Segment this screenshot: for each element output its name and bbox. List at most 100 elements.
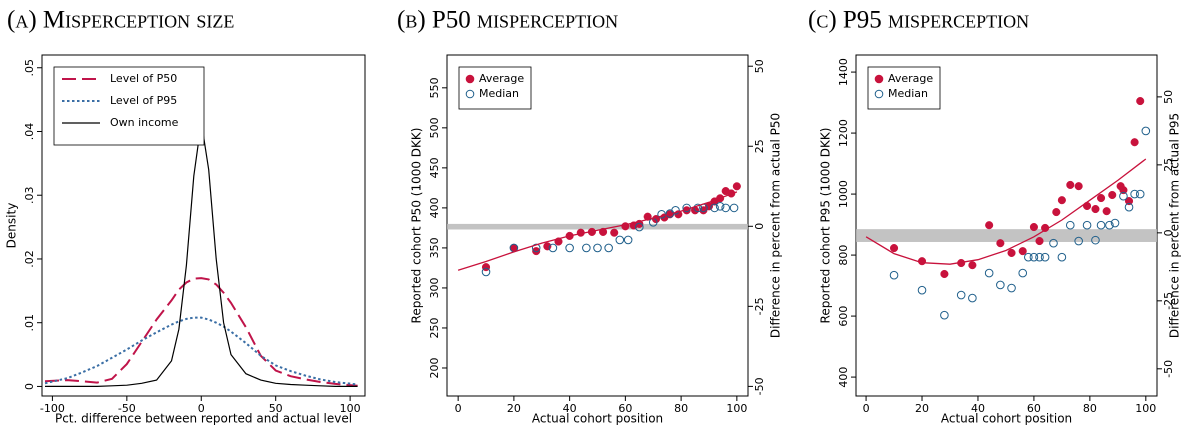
panel-title: (b) P50 misperception: [397, 7, 618, 34]
y-tick-label: 500: [428, 117, 441, 138]
scatter-point: [604, 243, 613, 253]
x-tick-label: 20: [915, 402, 929, 415]
scatter-point: [889, 244, 899, 253]
legend: Average Median: [458, 66, 532, 110]
scatter-point: [1096, 220, 1106, 230]
y-tick-label: 800: [837, 245, 850, 266]
scatter-point: [1065, 220, 1075, 230]
plot-frame: [41, 54, 366, 397]
legend-label: Own income: [110, 116, 179, 129]
scatter-point: [1119, 186, 1128, 195]
x-tick-label: -100: [40, 402, 65, 415]
reference-band: [447, 223, 748, 230]
scatter-point: [715, 201, 725, 211]
scatter-point: [582, 243, 591, 253]
scatter-point: [1074, 236, 1083, 246]
scatter-point: [732, 182, 741, 191]
scatter-point: [1024, 252, 1033, 262]
legend-box: [53, 66, 205, 146]
scatter-point: [635, 222, 644, 232]
scatter-point: [1066, 180, 1075, 189]
scatter-point: [1097, 193, 1106, 203]
y2-tick-label: -25: [753, 297, 766, 315]
y-tick-label: 400: [428, 197, 441, 218]
legend-label: Level of P95: [110, 94, 177, 107]
panel: (c) P95 misperception 0 20 40 60 80 100 400 600 8…: [808, 7, 1182, 425]
scatter-point: [968, 293, 977, 303]
y2-tick-label: -50: [1162, 360, 1175, 378]
y-axis-label: Reported cohort P50 (1000 DKK): [410, 128, 424, 324]
scatter-point: [1018, 247, 1027, 256]
scatter-point: [1057, 252, 1067, 262]
scatter-point: [1057, 196, 1066, 205]
scatter-point: [1007, 283, 1016, 293]
scatter-point: [1049, 238, 1058, 248]
y2-tick-label: 0: [1162, 229, 1175, 236]
y2-axis-label: Difference in percent from actual P50: [769, 113, 783, 338]
scatter-point: [1018, 268, 1028, 278]
scatter-point: [1040, 252, 1050, 262]
scatter-point: [1110, 218, 1120, 228]
y-tick-label: 400: [837, 367, 850, 388]
y2-tick-label: -50: [753, 377, 766, 395]
reference-band: [856, 229, 1157, 242]
scatter-point: [721, 203, 731, 213]
scatter-point: [548, 243, 558, 253]
x-axis-label: Actual cohort position: [941, 412, 1072, 425]
x-tick-label: 100: [1135, 402, 1156, 415]
plot-frame: [855, 54, 1158, 397]
panel-title: (c) P95 misperception: [808, 7, 1029, 34]
y-tick-label: 0: [23, 383, 36, 390]
x-tick-label: 40: [971, 402, 985, 415]
density-line: [45, 121, 358, 387]
scatter-point: [693, 203, 703, 213]
y-tick-label: 300: [428, 277, 441, 298]
y-tick-label: 600: [837, 306, 850, 327]
scatter-point: [968, 261, 977, 270]
scatter-point: [1007, 248, 1016, 258]
scatter-point: [1135, 189, 1145, 199]
fit-line: [457, 191, 738, 271]
scatter-point: [1035, 237, 1044, 246]
legend-swatch: [465, 74, 475, 84]
legend-swatch: [465, 89, 475, 99]
scatter-point: [1108, 190, 1117, 200]
y2-tick-label: 50: [753, 59, 766, 73]
scatter-point: [1105, 220, 1114, 230]
scatter-point: [657, 209, 666, 219]
y-tick-label: .05: [23, 59, 36, 77]
y2-tick-label: 50: [1162, 90, 1175, 104]
x-tick-label: 80: [674, 402, 688, 415]
scatter-point: [671, 205, 680, 215]
y2-tick-label: 0: [753, 223, 766, 230]
x-axis-label: Pct. difference between reported and act…: [55, 412, 352, 425]
scatter-point: [593, 243, 602, 253]
scatter-point: [1102, 207, 1111, 216]
scatter-point: [985, 221, 994, 230]
density-line: [44, 316, 358, 386]
x-tick-label: 40: [563, 402, 577, 415]
density-line: [44, 277, 358, 387]
x-tick-label: 50: [269, 402, 283, 415]
scatter-point: [1035, 252, 1044, 262]
y-axis-label: Reported cohort P95 (1000 DKK): [819, 128, 833, 324]
scatter-point: [889, 270, 899, 280]
scatter-point: [940, 310, 949, 320]
legend-label: Median: [888, 87, 928, 100]
y2-tick-label: -25: [1162, 292, 1175, 310]
legend-label: Average: [888, 72, 933, 85]
scatter-point: [917, 285, 927, 295]
y-tick-label: 350: [428, 237, 441, 258]
y-tick-label: 1400: [837, 58, 850, 86]
legend-label: Level of P50: [110, 72, 177, 85]
scatter-point: [1130, 138, 1139, 147]
legend-label: Median: [479, 87, 519, 100]
legend: Level of P50 Level of P95 Own income: [53, 66, 205, 146]
y-tick-label: .03: [23, 186, 36, 204]
scatter-point: [1136, 97, 1145, 106]
scatter-point: [940, 269, 949, 279]
y-tick-label: 200: [428, 357, 441, 378]
scatter-point: [1074, 182, 1083, 191]
scatter-point: [623, 235, 633, 245]
